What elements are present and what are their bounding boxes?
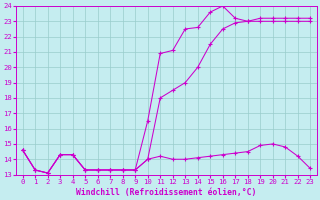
X-axis label: Windchill (Refroidissement éolien,°C): Windchill (Refroidissement éolien,°C): [76, 188, 257, 197]
